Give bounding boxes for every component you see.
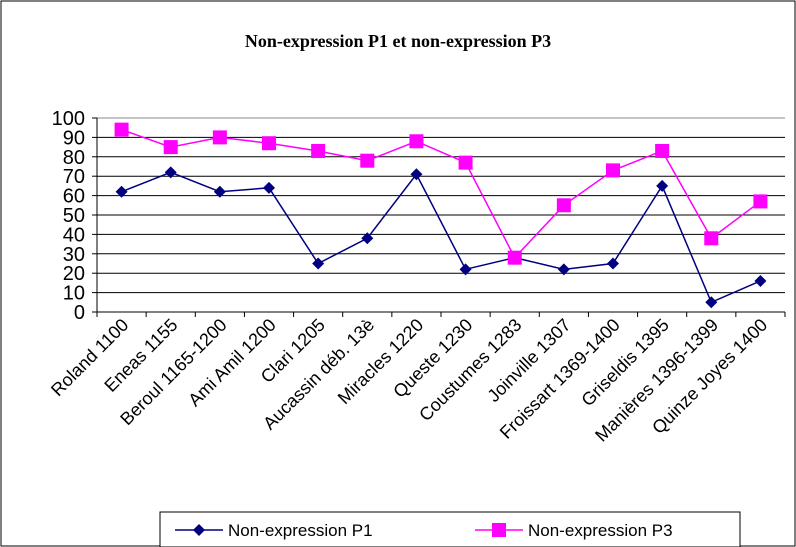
y-tick-label: 0 — [74, 302, 85, 324]
point — [753, 194, 768, 209]
point — [754, 274, 767, 287]
point — [163, 140, 178, 155]
chart-title: Non-expression P1 et non-expression P3 — [245, 31, 551, 51]
y-tick-label: 70 — [63, 166, 85, 188]
point — [263, 181, 275, 194]
point — [557, 263, 570, 276]
point — [458, 155, 473, 170]
point — [656, 179, 669, 192]
point — [115, 185, 128, 198]
series — [114, 122, 768, 265]
point — [704, 231, 719, 246]
point — [360, 153, 375, 168]
legend-box — [159, 511, 741, 547]
series-line — [121, 171, 761, 304]
point — [507, 250, 522, 265]
point — [262, 136, 276, 151]
point — [607, 257, 619, 270]
y-tick-label: 30 — [63, 244, 85, 266]
y-tick-label: 90 — [63, 127, 85, 149]
y-tick-label: 60 — [63, 186, 85, 208]
point — [311, 143, 326, 158]
point — [212, 130, 227, 145]
y-tick-label: 10 — [63, 283, 85, 305]
series-line — [121, 128, 761, 259]
legend-label: Non-expression P1 — [228, 521, 373, 540]
point — [556, 198, 571, 213]
y-tick-label: 20 — [63, 263, 85, 285]
point — [705, 296, 718, 309]
y-tick-label: 50 — [63, 205, 85, 227]
point — [459, 263, 472, 276]
point — [114, 122, 129, 137]
legend-label: Non-expression P3 — [528, 521, 673, 540]
point — [213, 185, 226, 198]
point — [193, 524, 205, 536]
point — [492, 523, 506, 537]
point — [164, 166, 177, 179]
point — [312, 257, 325, 270]
y-tick-label: 40 — [63, 224, 85, 246]
point — [410, 168, 423, 181]
point — [409, 134, 424, 149]
point — [361, 232, 374, 245]
point — [606, 163, 620, 178]
point — [655, 143, 670, 158]
y-tick-label: 100 — [52, 108, 85, 130]
y-tick-label: 80 — [63, 147, 85, 169]
